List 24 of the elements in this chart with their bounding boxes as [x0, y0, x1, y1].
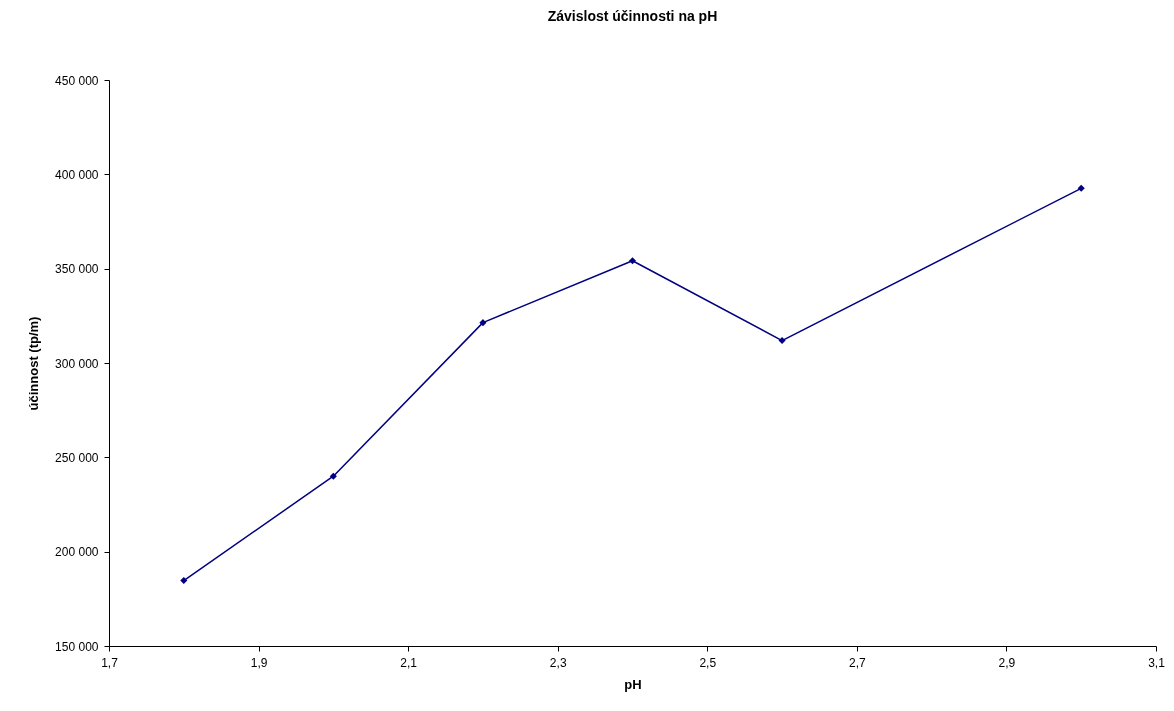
- x-tick-label: 1,9: [250, 655, 268, 670]
- y-tick-label: 450 000: [55, 73, 99, 88]
- y-tick-label: 200 000: [55, 545, 99, 560]
- point: [778, 337, 786, 345]
- chart-title: Závislost účinnosti na pH: [547, 8, 718, 24]
- point: [1077, 184, 1085, 192]
- y-axis-title: účinnost (tp/m): [26, 316, 42, 411]
- point: [180, 577, 188, 585]
- y-tick-label: 350 000: [55, 262, 99, 277]
- x-tick-label: 1,7: [101, 655, 119, 670]
- y-tick-label: 150 000: [55, 639, 99, 654]
- x-tick-label: 2,1: [400, 655, 418, 670]
- x-tick-label: 2,5: [699, 655, 717, 670]
- y-tick-label: 400 000: [55, 167, 99, 182]
- x-tick-label: 2,9: [998, 655, 1016, 670]
- point: [329, 472, 337, 480]
- x-tick-label: 2,7: [849, 655, 867, 670]
- y-tick-label: 250 000: [55, 450, 99, 465]
- point: [479, 319, 487, 327]
- y-tick-label: 300 000: [55, 356, 99, 371]
- point: [628, 257, 637, 265]
- x-axis-title: pH: [624, 676, 642, 692]
- x-tick-label: 2,3: [549, 655, 567, 670]
- x-tick-label: 3,1: [1148, 655, 1166, 670]
